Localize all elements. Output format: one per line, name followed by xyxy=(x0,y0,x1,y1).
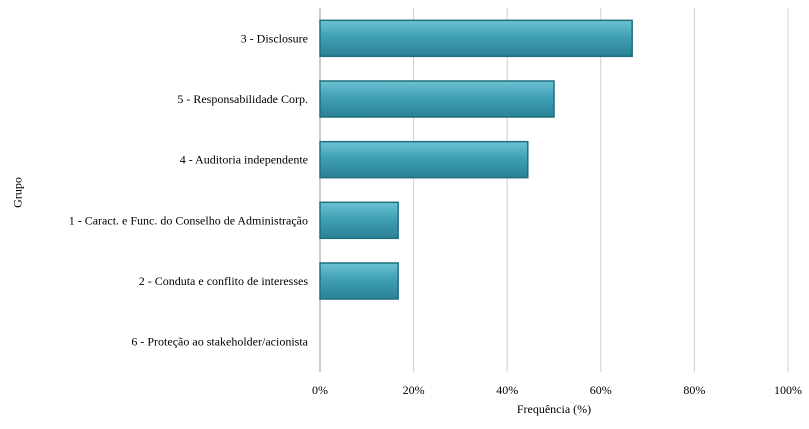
x-tick-label: 60% xyxy=(590,383,612,397)
gridlines xyxy=(413,8,789,372)
category-label: 1 - Caract. e Func. do Conselho de Admin… xyxy=(69,213,308,227)
bars xyxy=(319,19,633,300)
x-tick-label: 80% xyxy=(683,383,705,397)
x-axis-title: Frequência (%) xyxy=(516,402,592,416)
category-label: 5 - Responsabilidade Corp. xyxy=(177,92,308,106)
x-tick-label: 100% xyxy=(774,383,802,397)
category-label: 3 - Disclosure xyxy=(241,31,308,45)
x-tick-label: 0% xyxy=(312,383,328,397)
y-axis-title: Grupo xyxy=(10,177,25,208)
x-tick-labels: 0% 20% 40% 60% 80% 100% xyxy=(312,383,802,397)
x-tick-label: 20% xyxy=(403,383,425,397)
category-label: 2 - Conduta e conflito de interesses xyxy=(139,274,309,288)
bar-1 xyxy=(319,19,633,58)
x-tick-label: 40% xyxy=(496,383,518,397)
category-labels: 3 - Disclosure 5 - Responsabilidade Corp.… xyxy=(69,31,309,348)
bar-5 xyxy=(319,262,399,300)
bar-3 xyxy=(319,140,529,179)
category-label: 6 - Proteção ao stakeholder/acionista xyxy=(131,335,308,349)
category-label: 4 - Auditoria independente xyxy=(180,153,308,167)
bar-2 xyxy=(319,80,555,118)
bar-4 xyxy=(319,201,399,240)
